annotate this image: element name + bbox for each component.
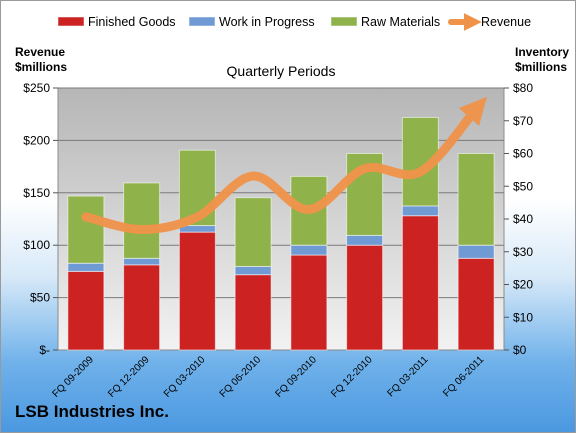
- right-tick-label: $80: [513, 81, 533, 95]
- bar-segment: [234, 197, 272, 267]
- bar-segment: [457, 244, 495, 259]
- company-name: LSB Industries Inc.: [15, 402, 169, 421]
- legend-label: Finished Goods: [88, 15, 176, 29]
- bar-segment: [123, 182, 161, 259]
- x-tick-label: FQ 09-2009: [50, 354, 96, 400]
- bar-segment: [178, 231, 216, 351]
- bar-segment: [457, 153, 495, 246]
- bar-segment: [290, 254, 328, 351]
- right-tick-label: $30: [513, 245, 533, 259]
- bar-segment: [234, 265, 272, 276]
- chart-title: Quarterly Periods: [227, 63, 336, 79]
- bar-segment: [234, 274, 272, 351]
- left-tick-label: $50: [30, 291, 50, 305]
- bar-segment: [67, 262, 105, 272]
- bar-segment: [67, 270, 105, 351]
- bar-segment: [67, 195, 105, 264]
- right-tick-label: $10: [513, 310, 533, 324]
- x-tick-label: FQ 12-2009: [106, 354, 152, 400]
- x-tick-label: FQ 09-2010: [273, 354, 319, 400]
- bar-segment: [401, 215, 439, 351]
- x-tick-label: FQ 03-2011: [386, 354, 431, 399]
- left-tick-label: $150: [23, 186, 50, 200]
- right-axis-title: Inventory $millions: [515, 45, 570, 74]
- right-tick-label: $60: [513, 147, 533, 161]
- x-tick-label: FQ 06-2011: [441, 354, 486, 399]
- x-tick-label: FQ 06-2010: [218, 354, 264, 400]
- bar-segment: [457, 257, 495, 351]
- legend-label: Raw Materials: [361, 15, 440, 29]
- x-tick-label: FQ 12-2010: [329, 354, 375, 400]
- right-tick-label: $50: [513, 179, 533, 193]
- left-tick-label: $100: [23, 238, 50, 252]
- right-tick-label: $40: [513, 212, 533, 226]
- legend-swatch: [57, 16, 85, 27]
- bar-segment: [401, 205, 439, 217]
- bar-segment: [123, 257, 161, 266]
- right-tick-label: $20: [513, 278, 533, 292]
- revenue-line: [81, 96, 487, 234]
- bar-segment: [290, 244, 328, 256]
- bar-segment: [346, 244, 384, 351]
- left-tick-label: $-: [39, 343, 50, 357]
- left-axis-title: Revenue $millions: [15, 45, 68, 74]
- left-tick-label: $200: [23, 133, 50, 147]
- bar-segment: [346, 234, 384, 246]
- legend-label: Revenue: [481, 15, 531, 29]
- left-tick-label: $250: [23, 81, 50, 95]
- legend-label: Work in Progress: [219, 15, 315, 29]
- legend-swatch: [188, 16, 216, 27]
- right-tick-label: $0: [513, 343, 527, 357]
- bar-segment: [123, 264, 161, 351]
- legend-swatch: [330, 16, 358, 27]
- right-tick-label: $70: [513, 114, 533, 128]
- x-tick-label: FQ 03-2010: [162, 354, 208, 400]
